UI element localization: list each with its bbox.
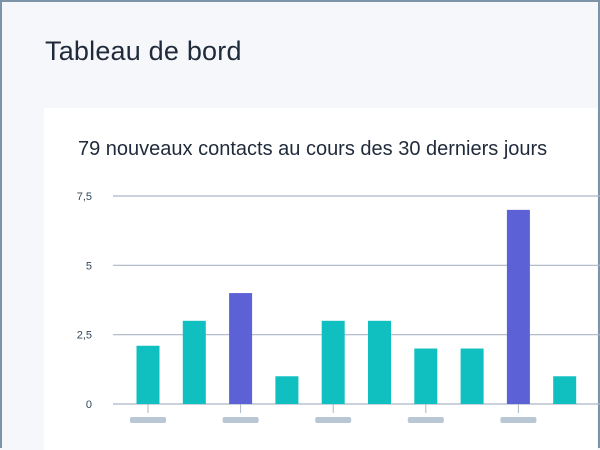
bar xyxy=(460,348,484,404)
bar xyxy=(275,376,299,404)
x-tick-label-placeholder xyxy=(315,417,352,423)
bar xyxy=(553,376,577,404)
x-tick-label-placeholder xyxy=(222,417,259,423)
bar xyxy=(182,320,206,404)
y-tick-label: 2,5 xyxy=(77,330,92,342)
x-tick-label-placeholder xyxy=(500,417,537,423)
y-tick-label: 7,5 xyxy=(77,191,92,203)
bar xyxy=(229,293,253,404)
x-tick-label-placeholder xyxy=(130,417,166,423)
chart-title: 79 nouveaux contacts au cours des 30 der… xyxy=(78,138,548,160)
chart-card xyxy=(44,108,597,450)
x-tick-label-placeholder xyxy=(407,417,444,423)
bar xyxy=(506,209,530,404)
bar xyxy=(136,345,160,404)
page-title: Tableau de bord xyxy=(45,36,242,66)
bar xyxy=(368,320,391,404)
y-tick-label: 5 xyxy=(86,260,92,272)
y-tick-label: 0 xyxy=(86,399,92,411)
bar xyxy=(414,348,438,404)
bar xyxy=(321,320,345,404)
